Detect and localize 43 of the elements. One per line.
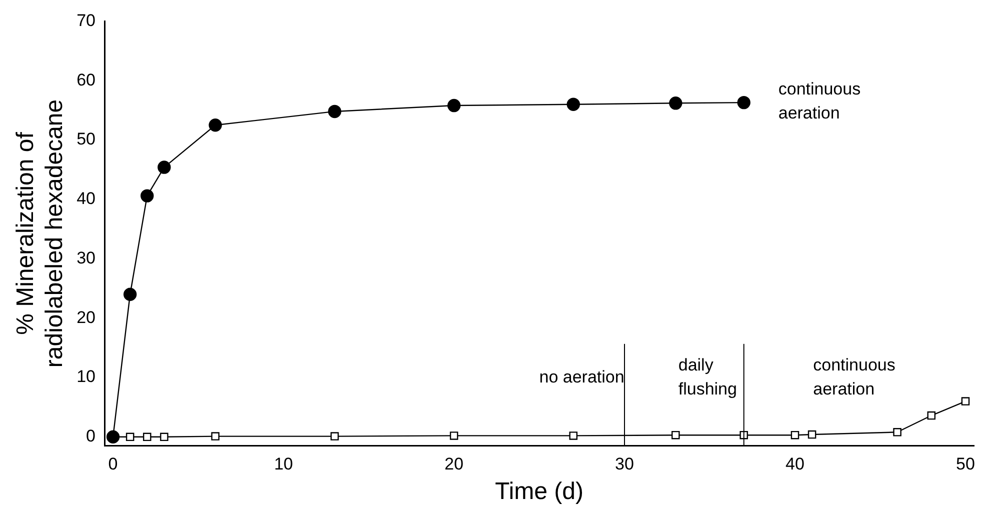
point xyxy=(140,189,154,202)
x-axis-title: Time (d) xyxy=(495,478,584,506)
x-tick-label: 10 xyxy=(274,454,293,474)
point xyxy=(450,432,458,440)
point xyxy=(927,411,936,420)
point xyxy=(569,432,578,440)
annotation: continuous aeration xyxy=(778,80,861,123)
y-axis-title: % Mineralization of radiolabeled hexadecane xyxy=(12,99,68,368)
y-tick-label: 60 xyxy=(76,70,96,90)
point xyxy=(160,432,168,442)
y-tick-label: 50 xyxy=(76,130,96,149)
y-tick-label: 20 xyxy=(76,308,96,327)
point xyxy=(790,430,800,440)
y-tick-label: 70 xyxy=(76,10,96,30)
point xyxy=(142,432,152,442)
point xyxy=(158,160,171,174)
x-tick-label: 50 xyxy=(956,454,975,474)
point xyxy=(737,96,750,110)
x-tick-label: 20 xyxy=(444,454,464,474)
point xyxy=(126,432,134,442)
point xyxy=(208,118,222,132)
point xyxy=(211,432,220,440)
point xyxy=(893,428,902,436)
y-tick-label: 40 xyxy=(76,189,96,208)
annotation: daily flushing xyxy=(678,356,737,399)
point xyxy=(328,104,342,118)
point xyxy=(566,98,580,111)
point xyxy=(672,430,680,440)
y-tick-label: 30 xyxy=(76,248,96,268)
point xyxy=(669,96,682,110)
y-tick-label: 0 xyxy=(86,426,96,446)
annotation: no aeration xyxy=(539,368,624,387)
point xyxy=(106,430,120,444)
point xyxy=(808,430,816,439)
point xyxy=(961,397,970,406)
point xyxy=(123,288,137,301)
y-tick-label: 10 xyxy=(76,367,96,386)
x-tick-label: 0 xyxy=(108,454,118,474)
point xyxy=(330,432,339,440)
point xyxy=(447,98,461,112)
annotation: continuous aeration xyxy=(813,356,896,399)
x-tick-label: 40 xyxy=(786,454,804,474)
x-tick-label: 30 xyxy=(615,454,634,474)
